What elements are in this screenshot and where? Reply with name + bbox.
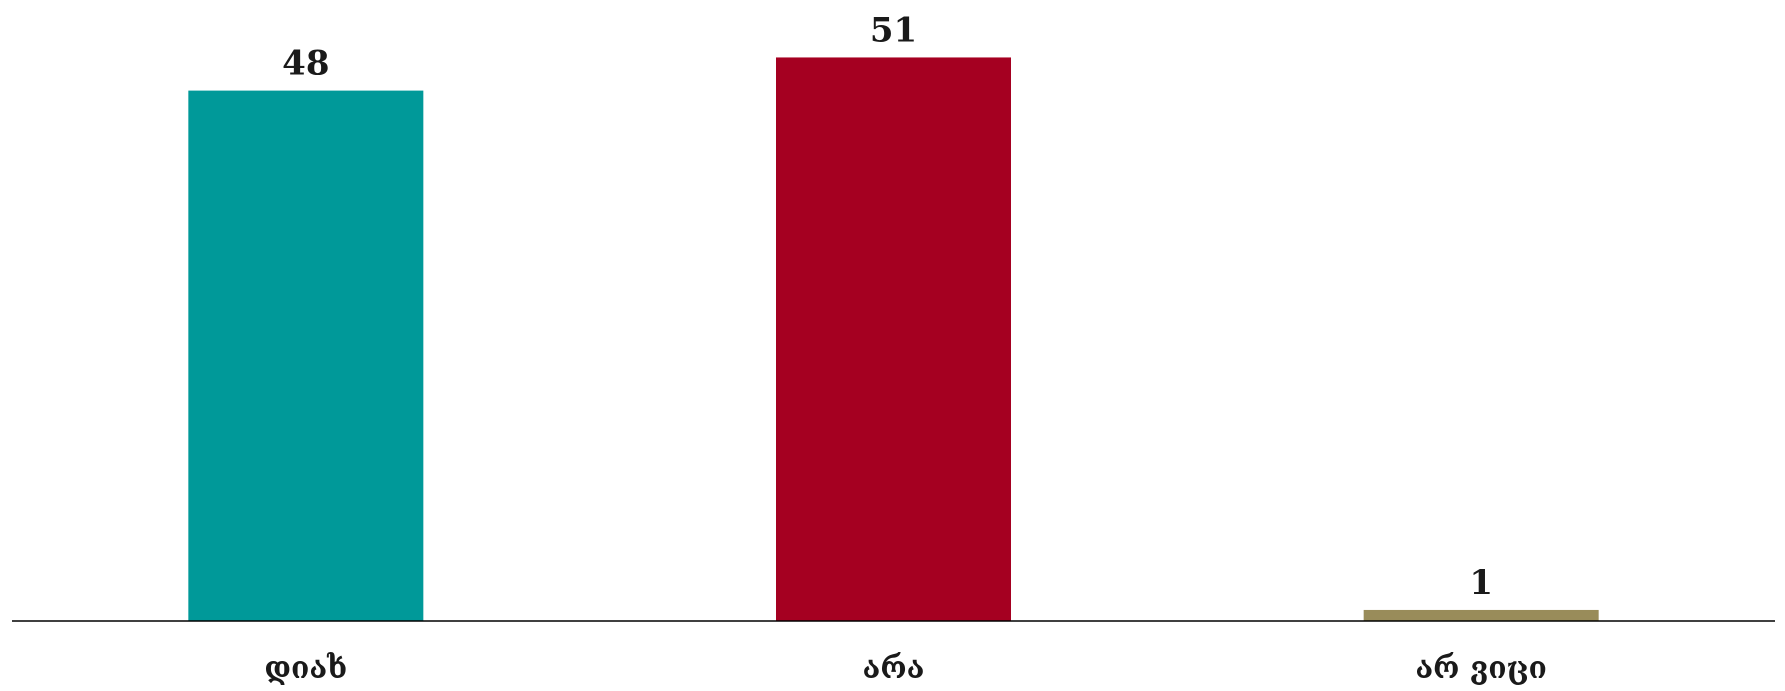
category-label-3: არ ვიცი [1415,651,1547,686]
value-label-2: 51 [870,10,917,50]
category-label-2: არა [863,651,925,686]
bar-3 [1363,609,1599,621]
value-label-1: 48 [282,44,329,84]
category-labels-layer: დიახ არა არ ვიცი [264,651,1547,686]
value-labels-layer: 48 51 1 [282,10,1493,603]
bar-2 [776,57,1011,621]
bars-layer [188,57,1599,622]
bar-1 [188,90,424,622]
value-label-3: 1 [1469,563,1493,603]
category-label-1: დიახ [264,651,347,686]
